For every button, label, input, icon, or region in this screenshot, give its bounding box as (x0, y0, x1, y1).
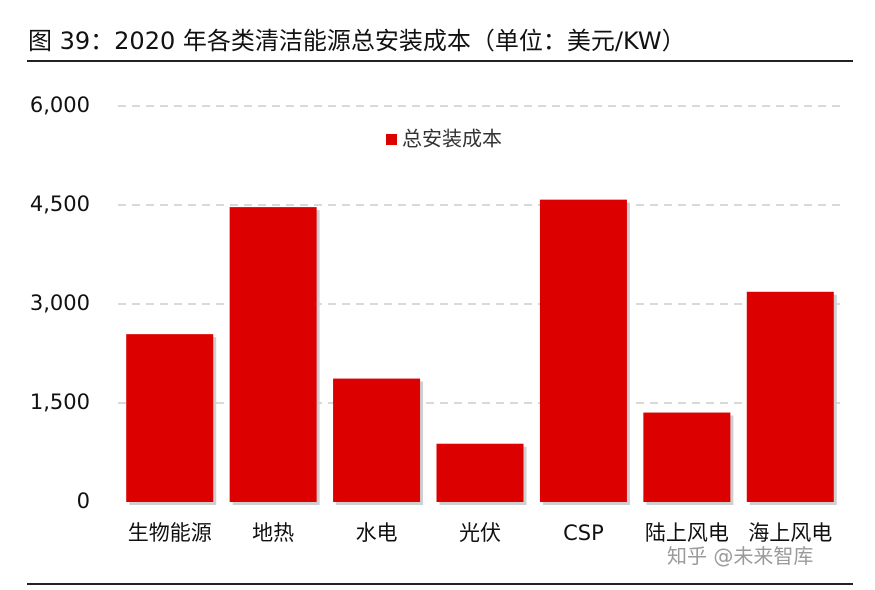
x-category-label: CSP (563, 521, 604, 545)
bar (333, 378, 421, 502)
x-category-label: 光伏 (459, 521, 501, 545)
gridlines (118, 105, 842, 404)
bar (436, 443, 524, 502)
y-tick-label: 3,000 (30, 291, 90, 315)
x-category-label: 陆上风电 (645, 521, 729, 545)
y-tick-label: 4,500 (30, 192, 90, 216)
y-tick-label: 0 (77, 489, 90, 513)
watermark: 知乎 @未来智库 (667, 544, 813, 568)
bars (126, 199, 837, 506)
legend-label: 总安装成本 (402, 127, 502, 151)
x-category-label: 生物能源 (128, 521, 212, 545)
bar (229, 207, 317, 502)
x-category-label: 水电 (356, 521, 398, 545)
y-tick-label: 1,500 (30, 390, 90, 414)
bar (539, 199, 627, 503)
x-category-label: 地热 (252, 521, 294, 545)
bar (126, 334, 214, 502)
legend: 总安装成本 (386, 127, 502, 151)
y-tick-label: 6,000 (30, 93, 90, 117)
legend-swatch (386, 134, 397, 145)
x-axis-categories: 生物能源 地热 水电 光伏 CSP 陆上风电 海上风电 (128, 521, 833, 545)
figure-title: 图 39：2020 年各类清洁能源总安装成本（单位：美元/KW） (28, 27, 686, 55)
bar (746, 291, 834, 502)
y-axis-ticks: 0 1,500 3,000 4,500 6,000 (30, 93, 90, 513)
title-divider (27, 60, 853, 62)
bottom-divider (27, 583, 853, 585)
x-category-label: 海上风电 (748, 521, 832, 545)
bar (643, 412, 731, 502)
